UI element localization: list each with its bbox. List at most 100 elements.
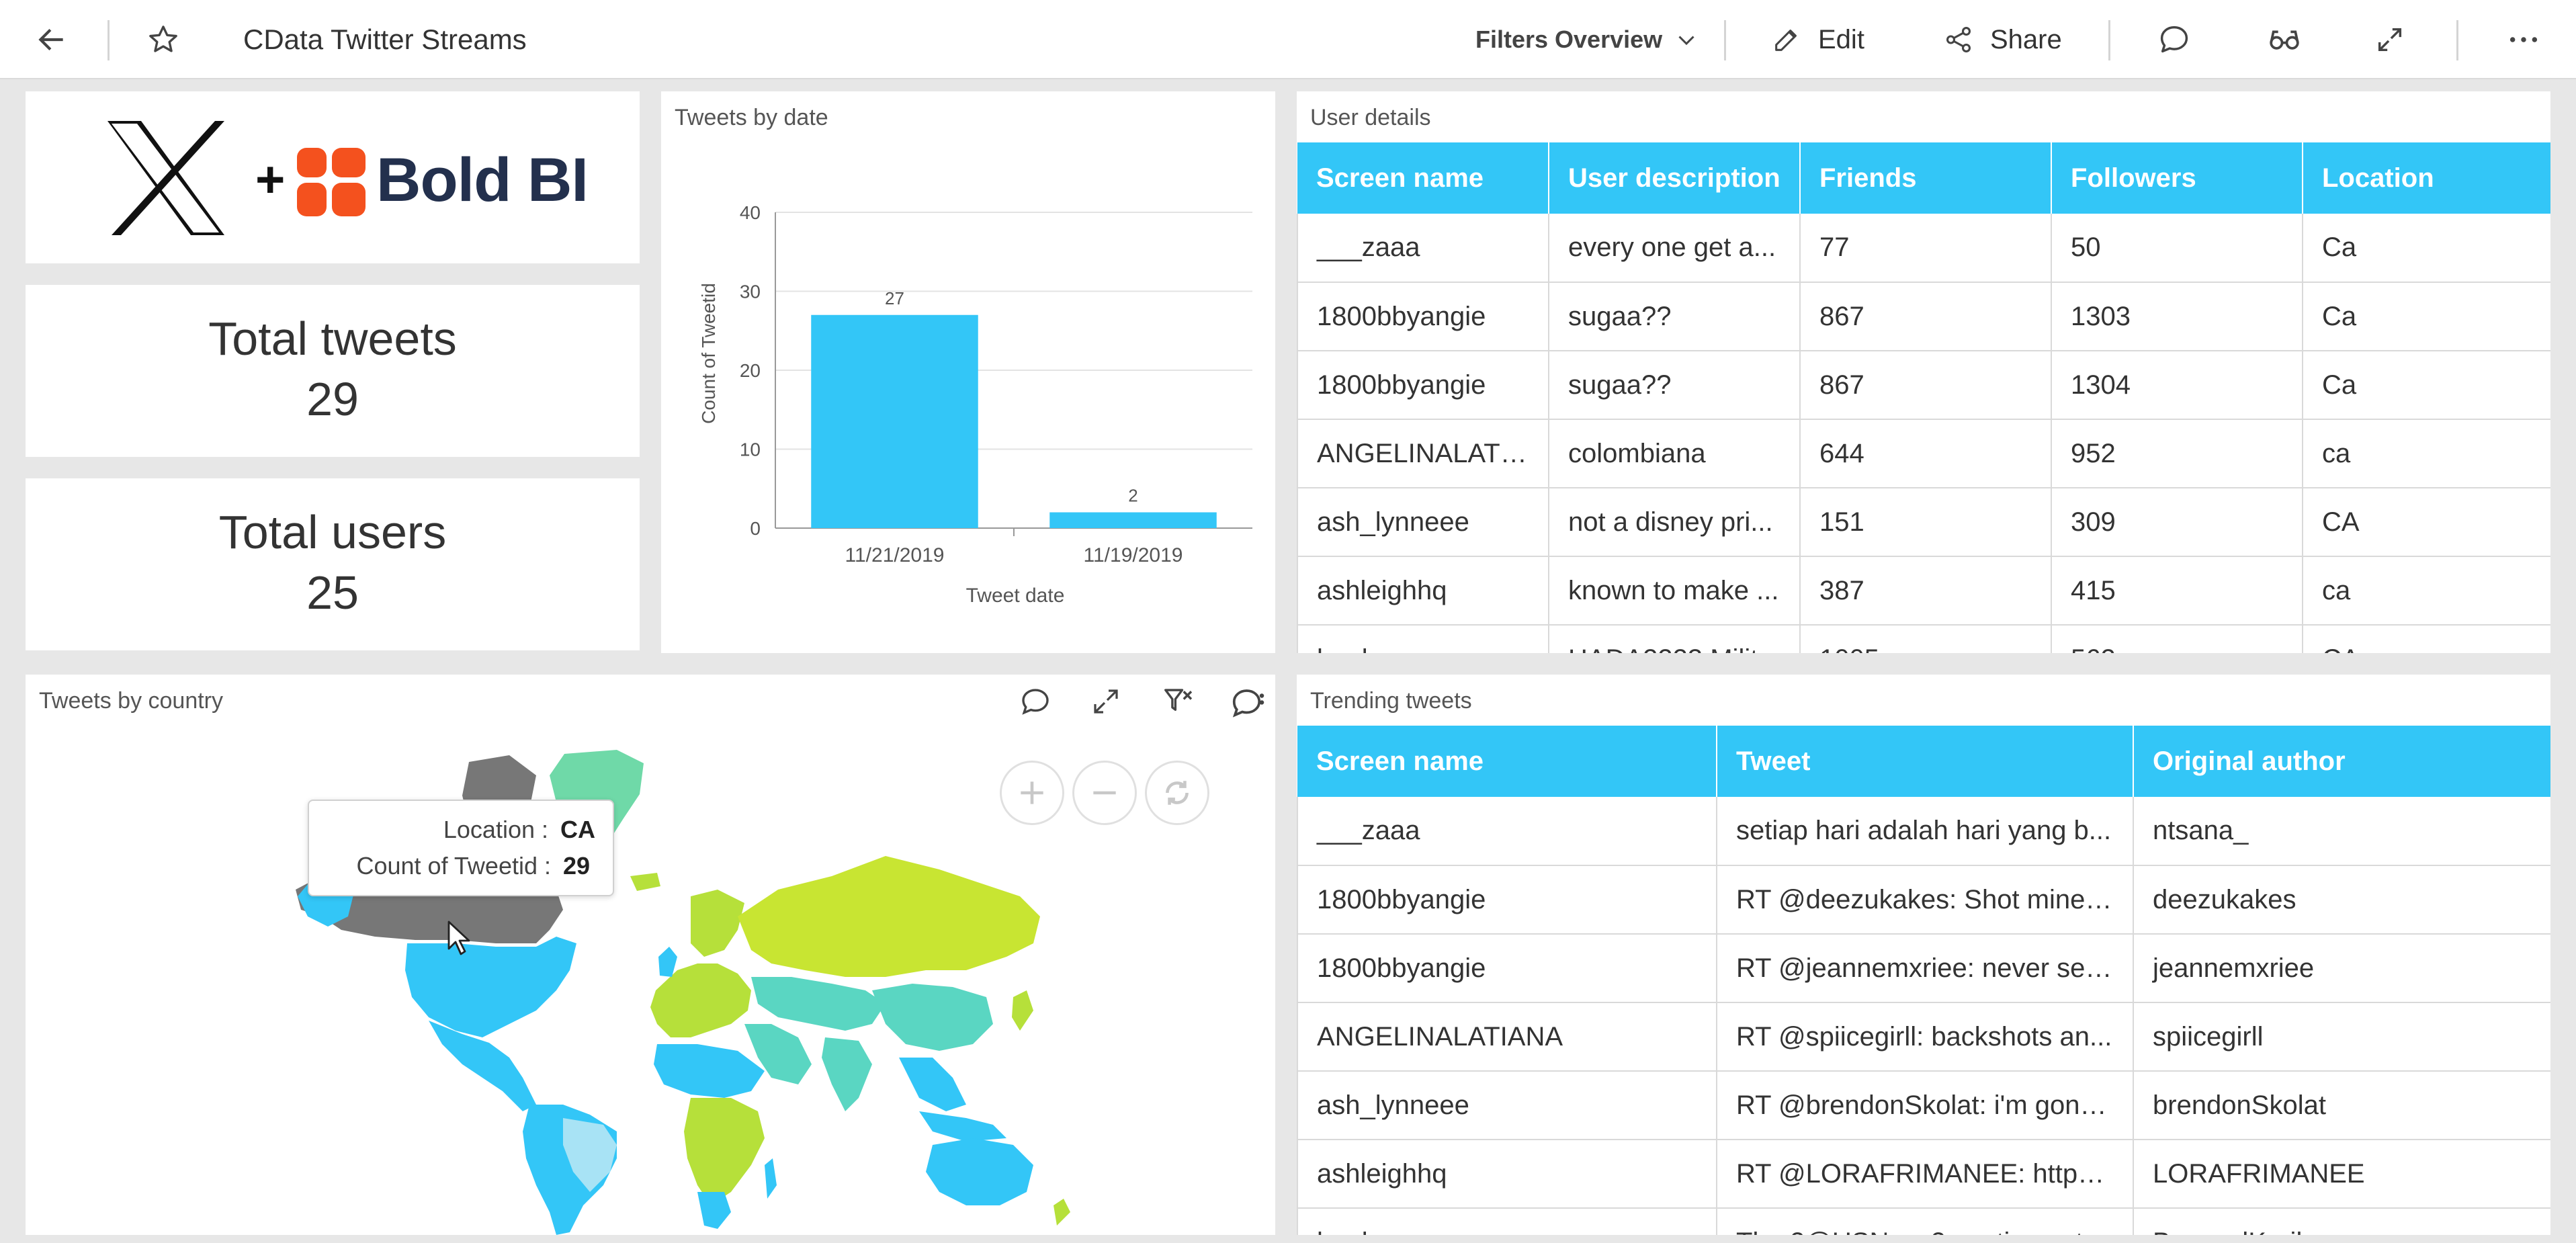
column-header[interactable]: Tweet: [1717, 726, 2134, 797]
map-tooltip: Location : CA Count of Tweetid : 29: [308, 800, 614, 896]
divider: [1724, 20, 1726, 60]
table-cell: ANGELINALATIANA: [1297, 1002, 1717, 1072]
country-africa-central: [684, 1098, 765, 1205]
bar-chart: 0 10 20 30 40 27 2 11/21/2019 11/19/2019 Count…: [698, 202, 1252, 607]
column-header[interactable]: User description: [1549, 142, 1801, 214]
total-tweets-kpi[interactable]: Total tweets 29: [26, 285, 640, 457]
table-cell: sugaa??: [1549, 282, 1801, 351]
table-row[interactable]: ashleighhq RT @LORAFRIMANEE: https://... L…: [1297, 1140, 2550, 1209]
y-tick-label: 0: [750, 518, 761, 539]
table-cell: 644: [1800, 419, 2052, 488]
boldbi-logo-icon: [297, 148, 366, 220]
column-header[interactable]: Original author: [2133, 726, 2550, 797]
bar[interactable]: [811, 314, 978, 528]
tweets-by-date-widget[interactable]: Tweets by date 0 10 20 30 40 27 2 11/21/2019 1…: [661, 91, 1275, 653]
comment-icon[interactable]: [1017, 684, 1054, 724]
table-cell: colombiana: [1549, 419, 1801, 488]
table-cell: RT @spiicegirll: backshots an...: [1717, 1002, 2134, 1072]
table-cell: 1800bbyangie: [1297, 282, 1549, 351]
zoom-in-button[interactable]: [1000, 761, 1064, 825]
table-cell: 151: [1800, 488, 2052, 557]
column-header[interactable]: Screen name: [1297, 726, 1717, 797]
table-cell: RT @jeannemxriee: never sett...: [1717, 934, 2134, 1003]
boldbi-brand-text: Bold BI: [376, 146, 589, 214]
table-cell: 1304: [2051, 351, 2303, 420]
table-cell: LORAFRIMANEE: [2133, 1140, 2550, 1209]
table-cell: every one get a...: [1549, 214, 1801, 283]
star-icon[interactable]: [146, 0, 180, 79]
mouse-cursor-icon: [446, 919, 473, 960]
table-row[interactable]: 1800bbyangie sugaa?? 867 1304 Ca: [1297, 351, 2550, 420]
tweets-by-country-widget[interactable]: Tweets by country: [26, 675, 1275, 1235]
comment-more-icon[interactable]: [1228, 684, 1269, 728]
y-tick-label: 20: [740, 360, 761, 381]
table-cell: CA: [2303, 488, 2550, 557]
table-cell: 1800bbyangie: [1297, 865, 1717, 935]
tooltip-location-label: Location :: [443, 816, 548, 843]
table-cell: sugaa??: [1549, 351, 1801, 420]
table-row[interactable]: ___zaaa setiap hari adalah hari yang b...…: [1297, 797, 2550, 866]
column-header[interactable]: Friends: [1800, 142, 2052, 214]
country-se-asia: [899, 1058, 966, 1111]
table-cell: jeannemxriee: [2133, 934, 2550, 1003]
table-row[interactable]: ash_lynneee RT @brendonSkolat: i'm gonn..…: [1297, 1071, 2550, 1140]
table-cell: deezukakes: [2133, 865, 2550, 935]
table-cell: 1303: [2051, 282, 2303, 351]
country-europe: [650, 963, 751, 1037]
table-cell: ashleighhq: [1297, 556, 1549, 626]
table-row[interactable]: 1800bbyangie RT @jeannemxriee: never sett…: [1297, 934, 2550, 1003]
table-cell: known to make ...: [1549, 556, 1801, 626]
bar[interactable]: [1049, 512, 1217, 529]
more-options-icon[interactable]: [2505, 0, 2542, 79]
table-row[interactable]: ANGELINALATI... colombiana 644 952 ca: [1297, 419, 2550, 488]
zoom-out-button[interactable]: [1072, 761, 1137, 825]
world-map[interactable]: [26, 675, 1275, 1235]
table-row[interactable]: bunkoeveThe 2@USNavy2 continues to...Ber…: [1297, 1208, 2550, 1235]
country-africa-north: [654, 1044, 765, 1098]
table-row[interactable]: ANGELINALATIANA RT @spiicegirll: backshot…: [1297, 1002, 2550, 1072]
table-row[interactable]: 1800bbyangie sugaa?? 867 1303 Ca: [1297, 282, 2550, 351]
table-row[interactable]: ashleighhq known to make ... 387 415 ca: [1297, 556, 2550, 626]
table-cell: BernardKerik: [2133, 1208, 2550, 1235]
share-button[interactable]: Share: [1943, 0, 2062, 79]
trending-tweets-widget[interactable]: Trending tweets Screen name Tweet Original…: [1297, 675, 2550, 1235]
table-cell: setiap hari adalah hari yang b...: [1717, 797, 2134, 866]
table-cell: ca: [2303, 556, 2550, 626]
user-details-widget[interactable]: User details Screen name User description…: [1297, 91, 2550, 653]
kpi-label: Total users: [218, 506, 447, 558]
table-cell: 1800bbyangie: [1297, 351, 1549, 420]
bar-data-label: 2: [1128, 486, 1137, 506]
table-cell: 415: [2051, 556, 2303, 626]
total-users-kpi[interactable]: Total users 25: [26, 478, 640, 650]
table-cell: 309: [2051, 488, 2303, 557]
country-indonesia: [919, 1111, 1006, 1142]
column-header[interactable]: Location: [2303, 142, 2550, 214]
kpi-value: 29: [306, 373, 359, 425]
y-tick-label: 10: [740, 439, 761, 460]
chevron-down-icon: [1674, 28, 1699, 52]
share-label: Share: [1990, 24, 2062, 54]
table-row[interactable]: ash_lynneee not a disney pri... 151 309 CA: [1297, 488, 2550, 557]
view-glasses-icon[interactable]: [2266, 0, 2303, 79]
table-row[interactable]: ___zaaa every one get a... 77 50 Ca: [1297, 214, 2550, 283]
table-row[interactable]: bunkoeveHADA2223 Milit...1005562CA: [1297, 625, 2550, 653]
maximize-icon[interactable]: [1090, 685, 1122, 721]
share-icon: [1943, 24, 1974, 55]
country-japan: [1012, 990, 1033, 1031]
clear-filter-icon[interactable]: [1161, 684, 1197, 724]
filters-overview-button[interactable]: Filters Overview: [1475, 0, 1699, 79]
kpi-value: 25: [306, 566, 359, 619]
back-arrow-icon[interactable]: [35, 0, 69, 79]
reset-zoom-button[interactable]: [1145, 761, 1209, 825]
table-cell: spiicegirll: [2133, 1002, 2550, 1072]
pencil-icon: [1771, 24, 1802, 55]
column-header[interactable]: Screen name: [1297, 142, 1549, 214]
dashboard-title: CData Twitter Streams: [243, 24, 527, 55]
edit-button[interactable]: Edit: [1771, 0, 1864, 79]
table-cell: RT @deezukakes: Shot mine a...: [1717, 865, 2134, 935]
country-usa: [405, 937, 576, 1037]
fullscreen-icon[interactable]: [2374, 0, 2405, 79]
comment-icon[interactable]: [2157, 0, 2192, 79]
table-row[interactable]: 1800bbyangie RT @deezukakes: Shot mine a.…: [1297, 865, 2550, 935]
column-header[interactable]: Followers: [2051, 142, 2303, 214]
